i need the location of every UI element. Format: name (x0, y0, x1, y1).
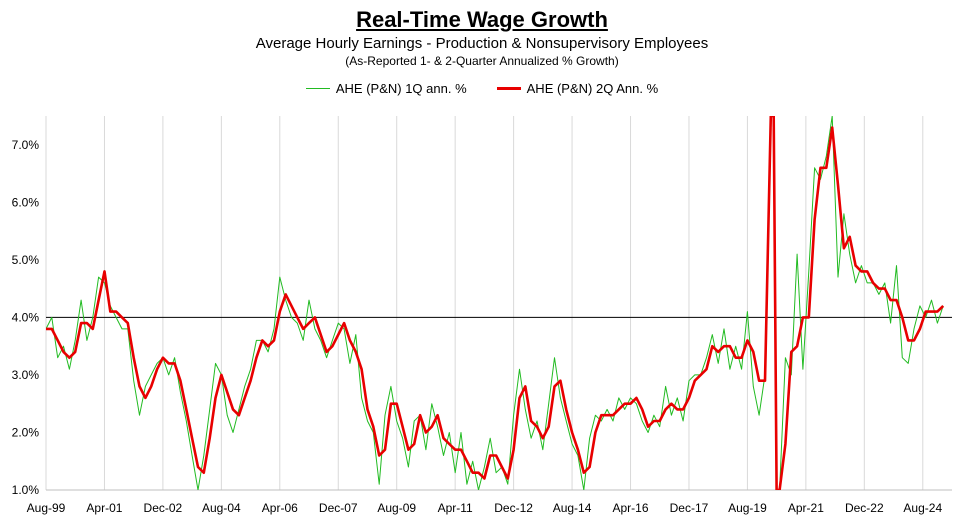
x-tick-label: Dec-22 (845, 501, 884, 515)
y-tick-label: 7.0% (12, 138, 40, 152)
legend-label-1q: AHE (P&N) 1Q ann. % (335, 81, 467, 96)
x-tick-label: Aug-04 (202, 501, 241, 515)
y-tick-label: 1.0% (12, 483, 40, 497)
legend-swatch-2q (496, 87, 521, 90)
legend-label-2q: AHE (P&N) 2Q Ann. % (526, 81, 659, 96)
x-tick-label: Apr-16 (613, 501, 649, 515)
legend-item-2q: AHE (P&N) 2Q Ann. % (496, 81, 659, 96)
x-tick-label: Dec-02 (144, 501, 183, 515)
legend: AHE (P&N) 1Q ann. % AHE (P&N) 2Q Ann. % (0, 81, 964, 96)
x-tick-label: Aug-99 (27, 501, 66, 515)
x-tick-label: Aug-14 (553, 501, 592, 515)
x-tick-label: Apr-11 (438, 501, 473, 515)
y-tick-label: 5.0% (12, 253, 40, 267)
title-block: Real-Time Wage Growth Average Hourly Ear… (0, 6, 964, 69)
y-tick-label: 4.0% (12, 310, 40, 324)
x-tick-label: Aug-09 (377, 501, 416, 515)
x-tick-label: Dec-17 (670, 501, 709, 515)
x-tick-label: Apr-06 (262, 501, 298, 515)
x-tick-label: Dec-07 (319, 501, 358, 515)
y-tick-label: 3.0% (12, 368, 40, 382)
x-tick-label: Apr-21 (788, 501, 824, 515)
legend-item-1q: AHE (P&N) 1Q ann. % (305, 81, 467, 96)
chart-title: Real-Time Wage Growth (356, 7, 608, 32)
chart-subtitle: Average Hourly Earnings - Production & N… (255, 35, 709, 52)
legend-swatch-1q (305, 88, 330, 89)
chart-subsubtitle: (As-Reported 1- & 2-Quarter Annualized %… (345, 54, 619, 68)
y-tick-label: 6.0% (12, 195, 40, 209)
x-tick-label: Aug-19 (728, 501, 767, 515)
x-tick-label: Dec-12 (494, 501, 533, 515)
y-tick-label: 2.0% (12, 425, 40, 439)
x-tick-label: Aug-24 (903, 501, 942, 515)
series-line-2q (46, 116, 945, 490)
x-tick-label: Apr-01 (86, 501, 122, 515)
